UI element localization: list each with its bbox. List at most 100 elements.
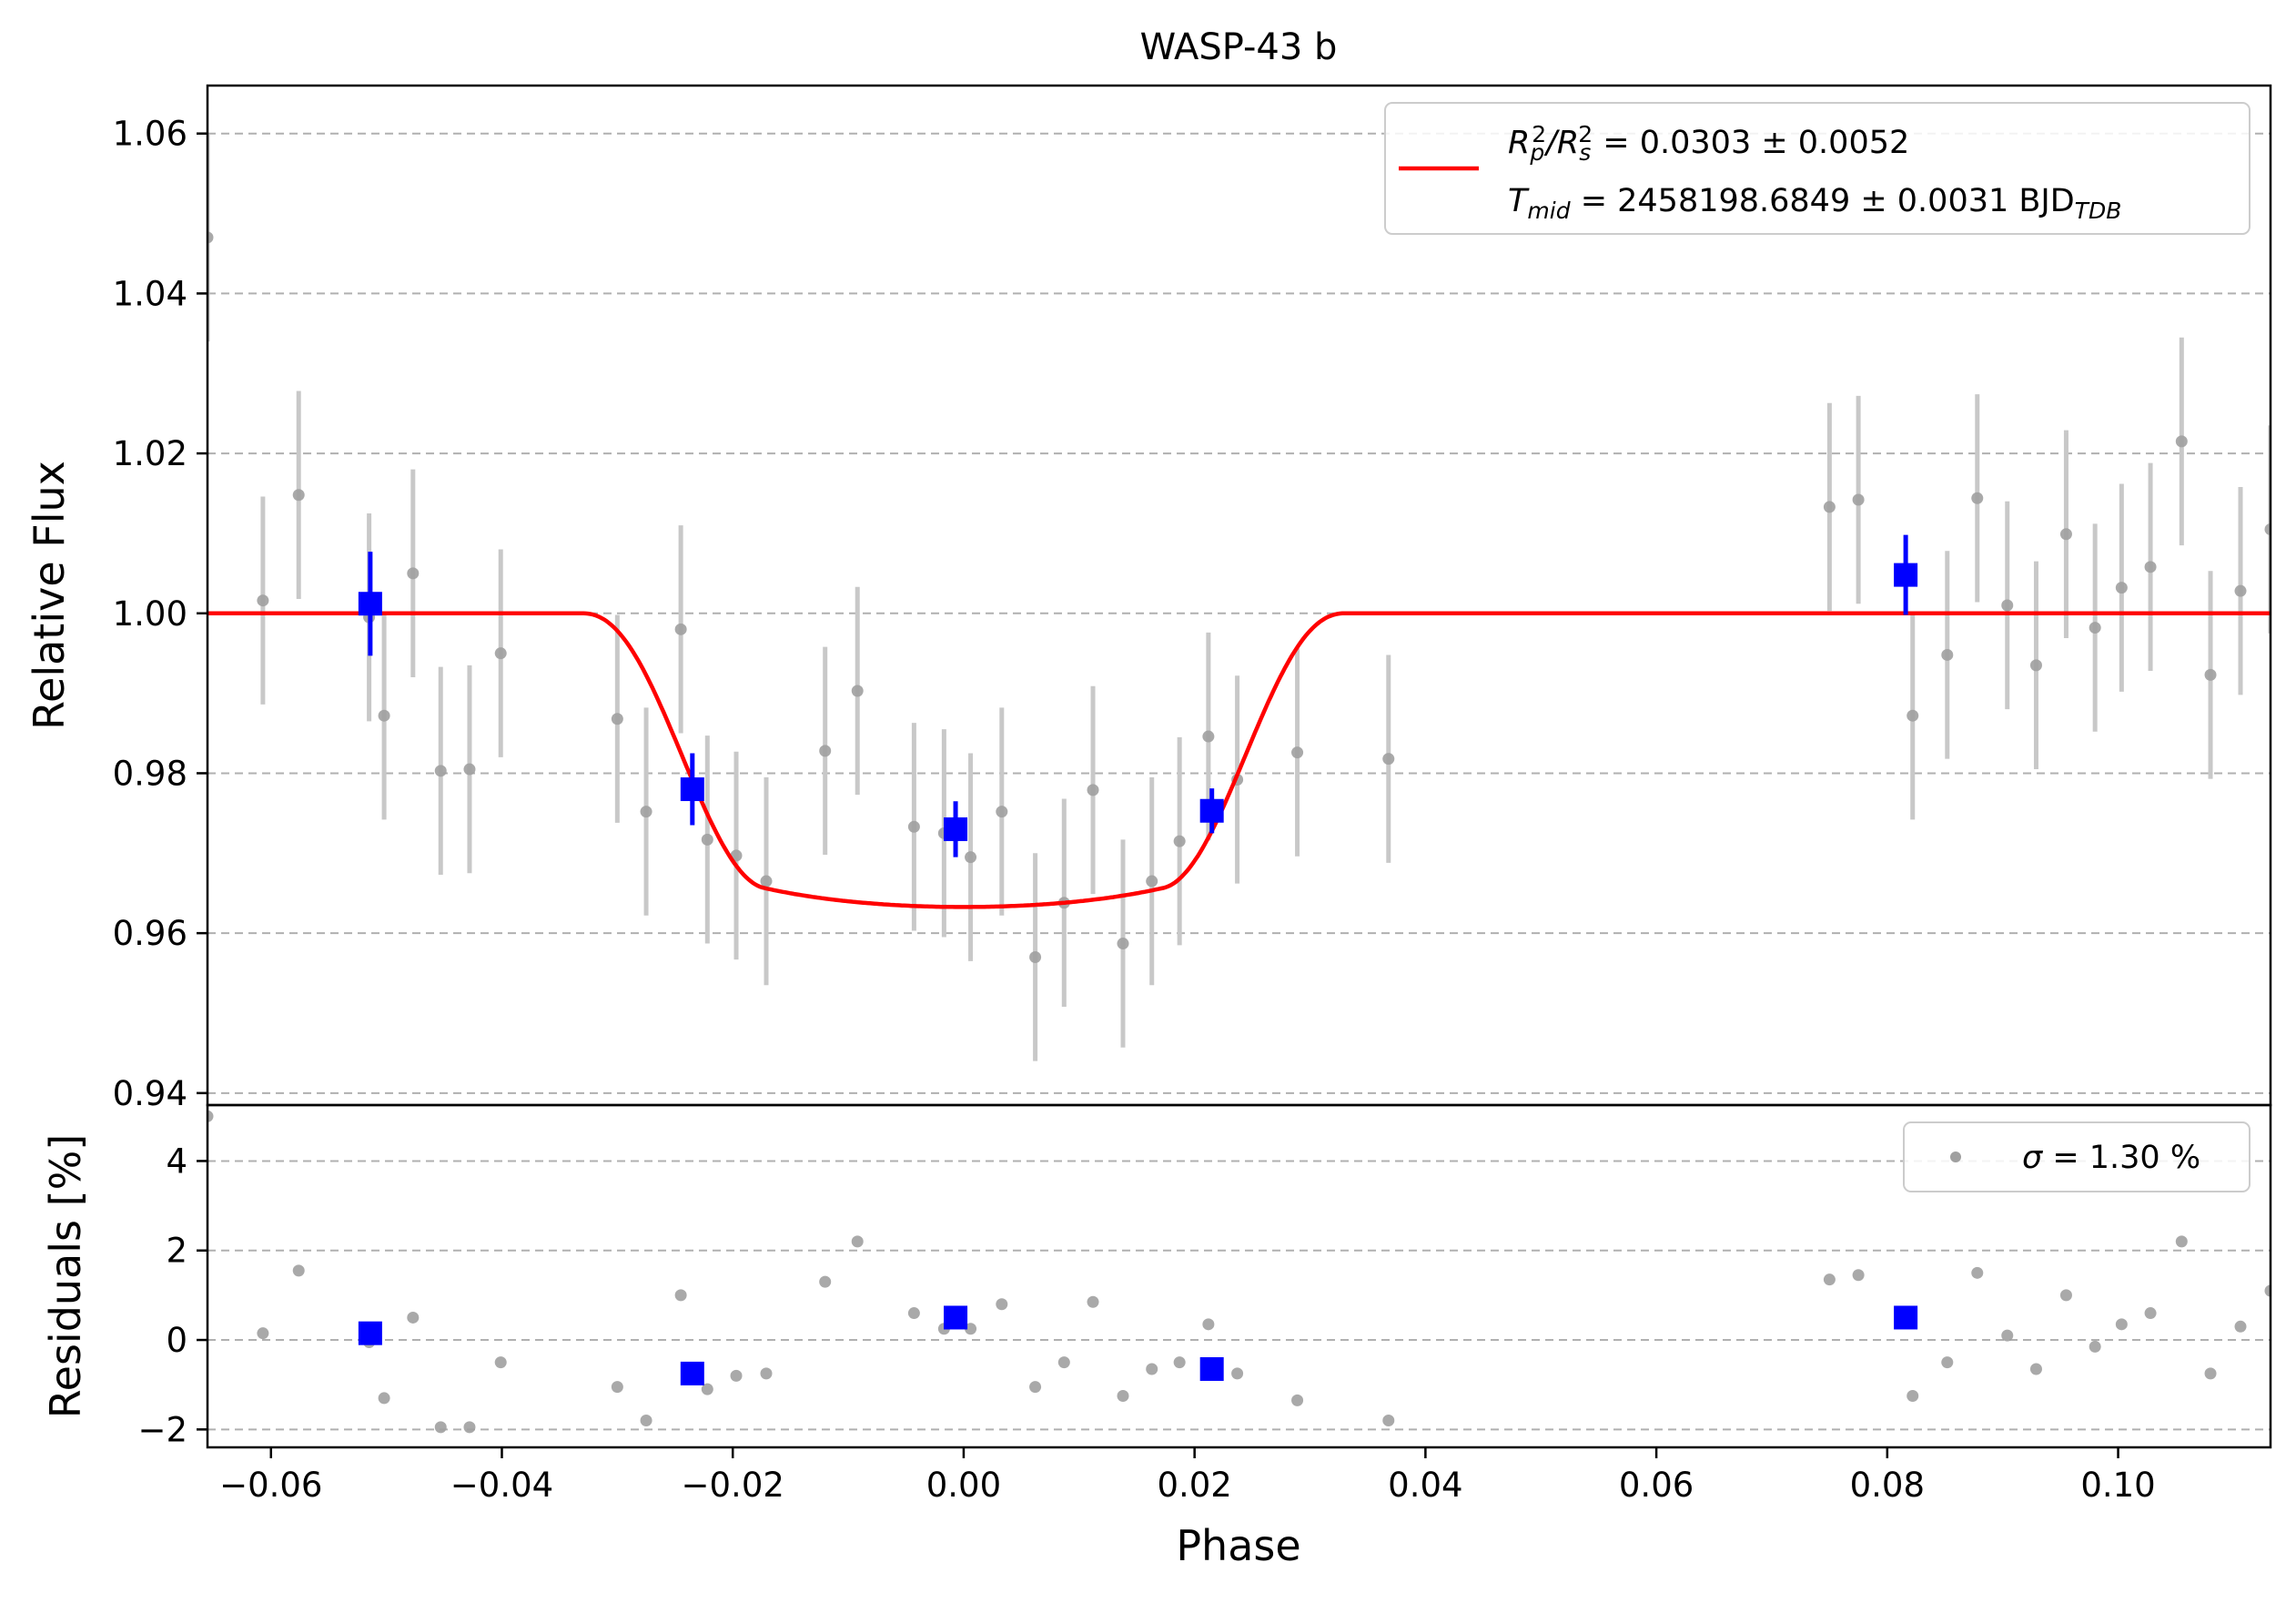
- x-axis-ticks: −0.06 −0.04 −0.02 0.00 0.02 0.04 0.06 0.08 0.10: [219, 1447, 2156, 1505]
- raw-point-25: [1146, 875, 1158, 888]
- top-y-tick-label-3: 1.00: [113, 594, 187, 634]
- raw-point-38: [2059, 528, 2072, 541]
- raw-residual-38: [2059, 1289, 2072, 1302]
- binned-residual-3: [1199, 1356, 1224, 1381]
- top-panel: 0.94 0.96 0.98 1.00 1.02 1.04 1.06 Relative Fl…: [25, 84, 2272, 1113]
- raw-point-23: [1087, 784, 1099, 796]
- top-y-tick-label-4: 1.02: [113, 434, 187, 473]
- bottom-legend-entry-sigma: σ = 1.30 %: [2022, 1140, 2200, 1176]
- raw-residual-29: [1291, 1394, 1304, 1406]
- raw-point-32: [1852, 493, 1865, 506]
- raw-point-44: [2234, 584, 2247, 597]
- bottom-panel-frame: [206, 1103, 2272, 1449]
- top-y-ticks: 0.94 0.96 0.98 1.00 1.02 1.04 1.06: [113, 115, 207, 1113]
- tmid-value: = 2458198.6849 ± 0.0031 BJD: [1571, 183, 2075, 219]
- raw-point-6: [434, 765, 447, 777]
- binned-point-0: [358, 592, 382, 616]
- bottom-panel-grid: [207, 1160, 2271, 1431]
- raw-residual-33: [1907, 1389, 1919, 1402]
- raw-residual-19: [965, 1323, 977, 1335]
- top-y-tick-label-5: 1.04: [113, 274, 187, 313]
- binned-residual-4: [1894, 1305, 1918, 1330]
- x-tick-label-6: 0.06: [1619, 1466, 1694, 1505]
- raw-point-40: [2115, 582, 2128, 594]
- raw-residual-39: [2089, 1340, 2101, 1353]
- bottom-legend-marker: [1950, 1152, 1961, 1162]
- top-y-tick-label-2: 0.98: [113, 754, 187, 793]
- raw-residual-12: [701, 1383, 713, 1395]
- binned-residual-1: [680, 1361, 704, 1385]
- raw-point-26: [1173, 835, 1186, 847]
- raw-point-34: [1941, 648, 1954, 661]
- raw-residual-6: [434, 1421, 447, 1434]
- raw-point-15: [819, 745, 832, 757]
- raw-point-14: [760, 875, 773, 888]
- bottom-legend-box: [1903, 1121, 2250, 1192]
- raw-point-30: [1382, 753, 1395, 766]
- raw-residual-17: [907, 1307, 920, 1320]
- raw-point-39: [2089, 622, 2101, 634]
- depth-symbol-r1: R: [1508, 125, 1530, 161]
- raw-residual-31: [1823, 1273, 1836, 1286]
- raw-residual-22: [1057, 1356, 1070, 1369]
- tmid-sub: mid: [1527, 198, 1570, 224]
- bottom-y-tick-label-1: 0: [166, 1321, 187, 1360]
- bottom-raw-residuals: [207, 1110, 2271, 1434]
- raw-residual-32: [1852, 1269, 1865, 1282]
- raw-point-0: [207, 231, 214, 244]
- raw-residual-2: [292, 1264, 305, 1277]
- depth-sup-1: 2: [1532, 121, 1546, 147]
- sigma-symbol: σ: [2022, 1140, 2044, 1176]
- tmid-sub-tdb: TDB: [2075, 198, 2122, 224]
- chart-title: WASP-43 b: [1140, 26, 1338, 68]
- raw-point-5: [407, 567, 420, 580]
- binned-residual-2: [944, 1305, 968, 1330]
- raw-residual-21: [1029, 1381, 1042, 1394]
- raw-residual-8: [494, 1356, 507, 1369]
- raw-residual-23: [1087, 1295, 1099, 1308]
- raw-point-43: [2204, 668, 2217, 681]
- raw-residual-36: [2001, 1329, 2014, 1342]
- raw-residual-42: [2175, 1235, 2188, 1248]
- binned-residual-0: [358, 1321, 382, 1345]
- raw-residual-11: [674, 1289, 687, 1302]
- raw-residual-24: [1117, 1389, 1129, 1402]
- raw-residual-35: [1971, 1266, 1984, 1279]
- raw-point-17: [907, 820, 920, 833]
- raw-point-11: [674, 623, 687, 635]
- top-y-tick-label-1: 0.96: [113, 914, 187, 953]
- bottom-y-tick-label-0: −2: [137, 1410, 187, 1449]
- raw-point-33: [1907, 709, 1919, 722]
- raw-residual-5: [407, 1311, 420, 1324]
- raw-point-2: [292, 489, 305, 502]
- binned-point-4: [1894, 563, 1918, 587]
- depth-sup-2: 2: [1578, 121, 1593, 147]
- raw-residual-9: [611, 1381, 623, 1394]
- raw-residual-4: [378, 1392, 390, 1405]
- raw-point-36: [2001, 599, 2014, 612]
- raw-point-20: [996, 806, 1008, 818]
- raw-point-42: [2175, 435, 2188, 448]
- raw-point-24: [1117, 938, 1129, 950]
- raw-residual-16: [851, 1235, 864, 1248]
- raw-point-45: [2264, 523, 2271, 536]
- raw-residual-20: [996, 1298, 1008, 1311]
- raw-residual-45: [2264, 1284, 2271, 1297]
- raw-point-29: [1291, 746, 1304, 759]
- x-tick-label-0: −0.06: [219, 1466, 322, 1505]
- raw-point-19: [965, 851, 977, 864]
- binned-point-1: [680, 777, 704, 802]
- tmid-symbol: T: [1508, 183, 1530, 219]
- top-legend-entry-depth: Rp2/Rs2 = 0.0303 ± 0.0052: [1508, 121, 1909, 166]
- raw-point-37: [2029, 659, 2042, 672]
- depth-value: = 0.0303 ± 0.0052: [1593, 125, 1909, 161]
- raw-residual-43: [2204, 1367, 2217, 1380]
- raw-residual-27: [1202, 1318, 1215, 1331]
- raw-point-16: [851, 685, 864, 697]
- raw-residual-15: [819, 1275, 832, 1288]
- bottom-y-tick-label-2: 2: [166, 1232, 187, 1271]
- top-legend: Rp2/Rs2 = 0.0303 ± 0.0052 Tmid = 2458198…: [1384, 102, 2250, 235]
- depth-sub-p: p: [1529, 139, 1544, 166]
- raw-residual-13: [730, 1369, 743, 1382]
- x-tick-label-8: 0.10: [2080, 1466, 2155, 1505]
